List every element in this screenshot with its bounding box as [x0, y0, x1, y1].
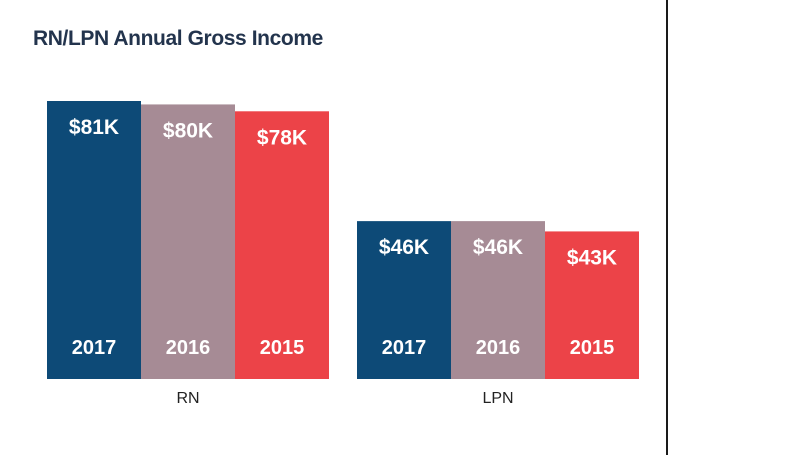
bar-year-label-rn-2015: 2015 — [260, 337, 305, 359]
bar-value-label-lpn-2015: $43K — [567, 246, 617, 269]
category-label-lpn: LPN — [482, 390, 513, 407]
bar-year-label-rn-2017: 2017 — [72, 337, 117, 359]
bar-value-label-rn-2016: $80K — [163, 119, 213, 142]
bar-value-label-lpn-2017: $46K — [379, 236, 429, 259]
bar-rn-2015 — [235, 111, 329, 379]
bar-value-label-rn-2017: $81K — [69, 116, 119, 139]
bar-year-label-rn-2016: 2016 — [166, 337, 211, 359]
bar-rn-2016 — [141, 104, 235, 379]
bar-year-label-lpn-2016: 2016 — [476, 337, 521, 359]
bar-value-label-rn-2015: $78K — [257, 126, 307, 149]
bar-lpn-2017 — [357, 221, 451, 379]
bar-year-label-lpn-2017: 2017 — [382, 337, 427, 359]
bar-lpn-2015 — [545, 231, 639, 379]
bar-rn-2017 — [47, 101, 141, 379]
bar-year-label-lpn-2015: 2015 — [570, 337, 615, 359]
category-label-rn: RN — [176, 390, 199, 407]
panel-divider — [666, 0, 668, 455]
bar-value-label-lpn-2016: $46K — [473, 236, 523, 259]
bar-lpn-2016 — [451, 221, 545, 379]
chart-title: RN/LPN Annual Gross Income — [33, 27, 323, 50]
